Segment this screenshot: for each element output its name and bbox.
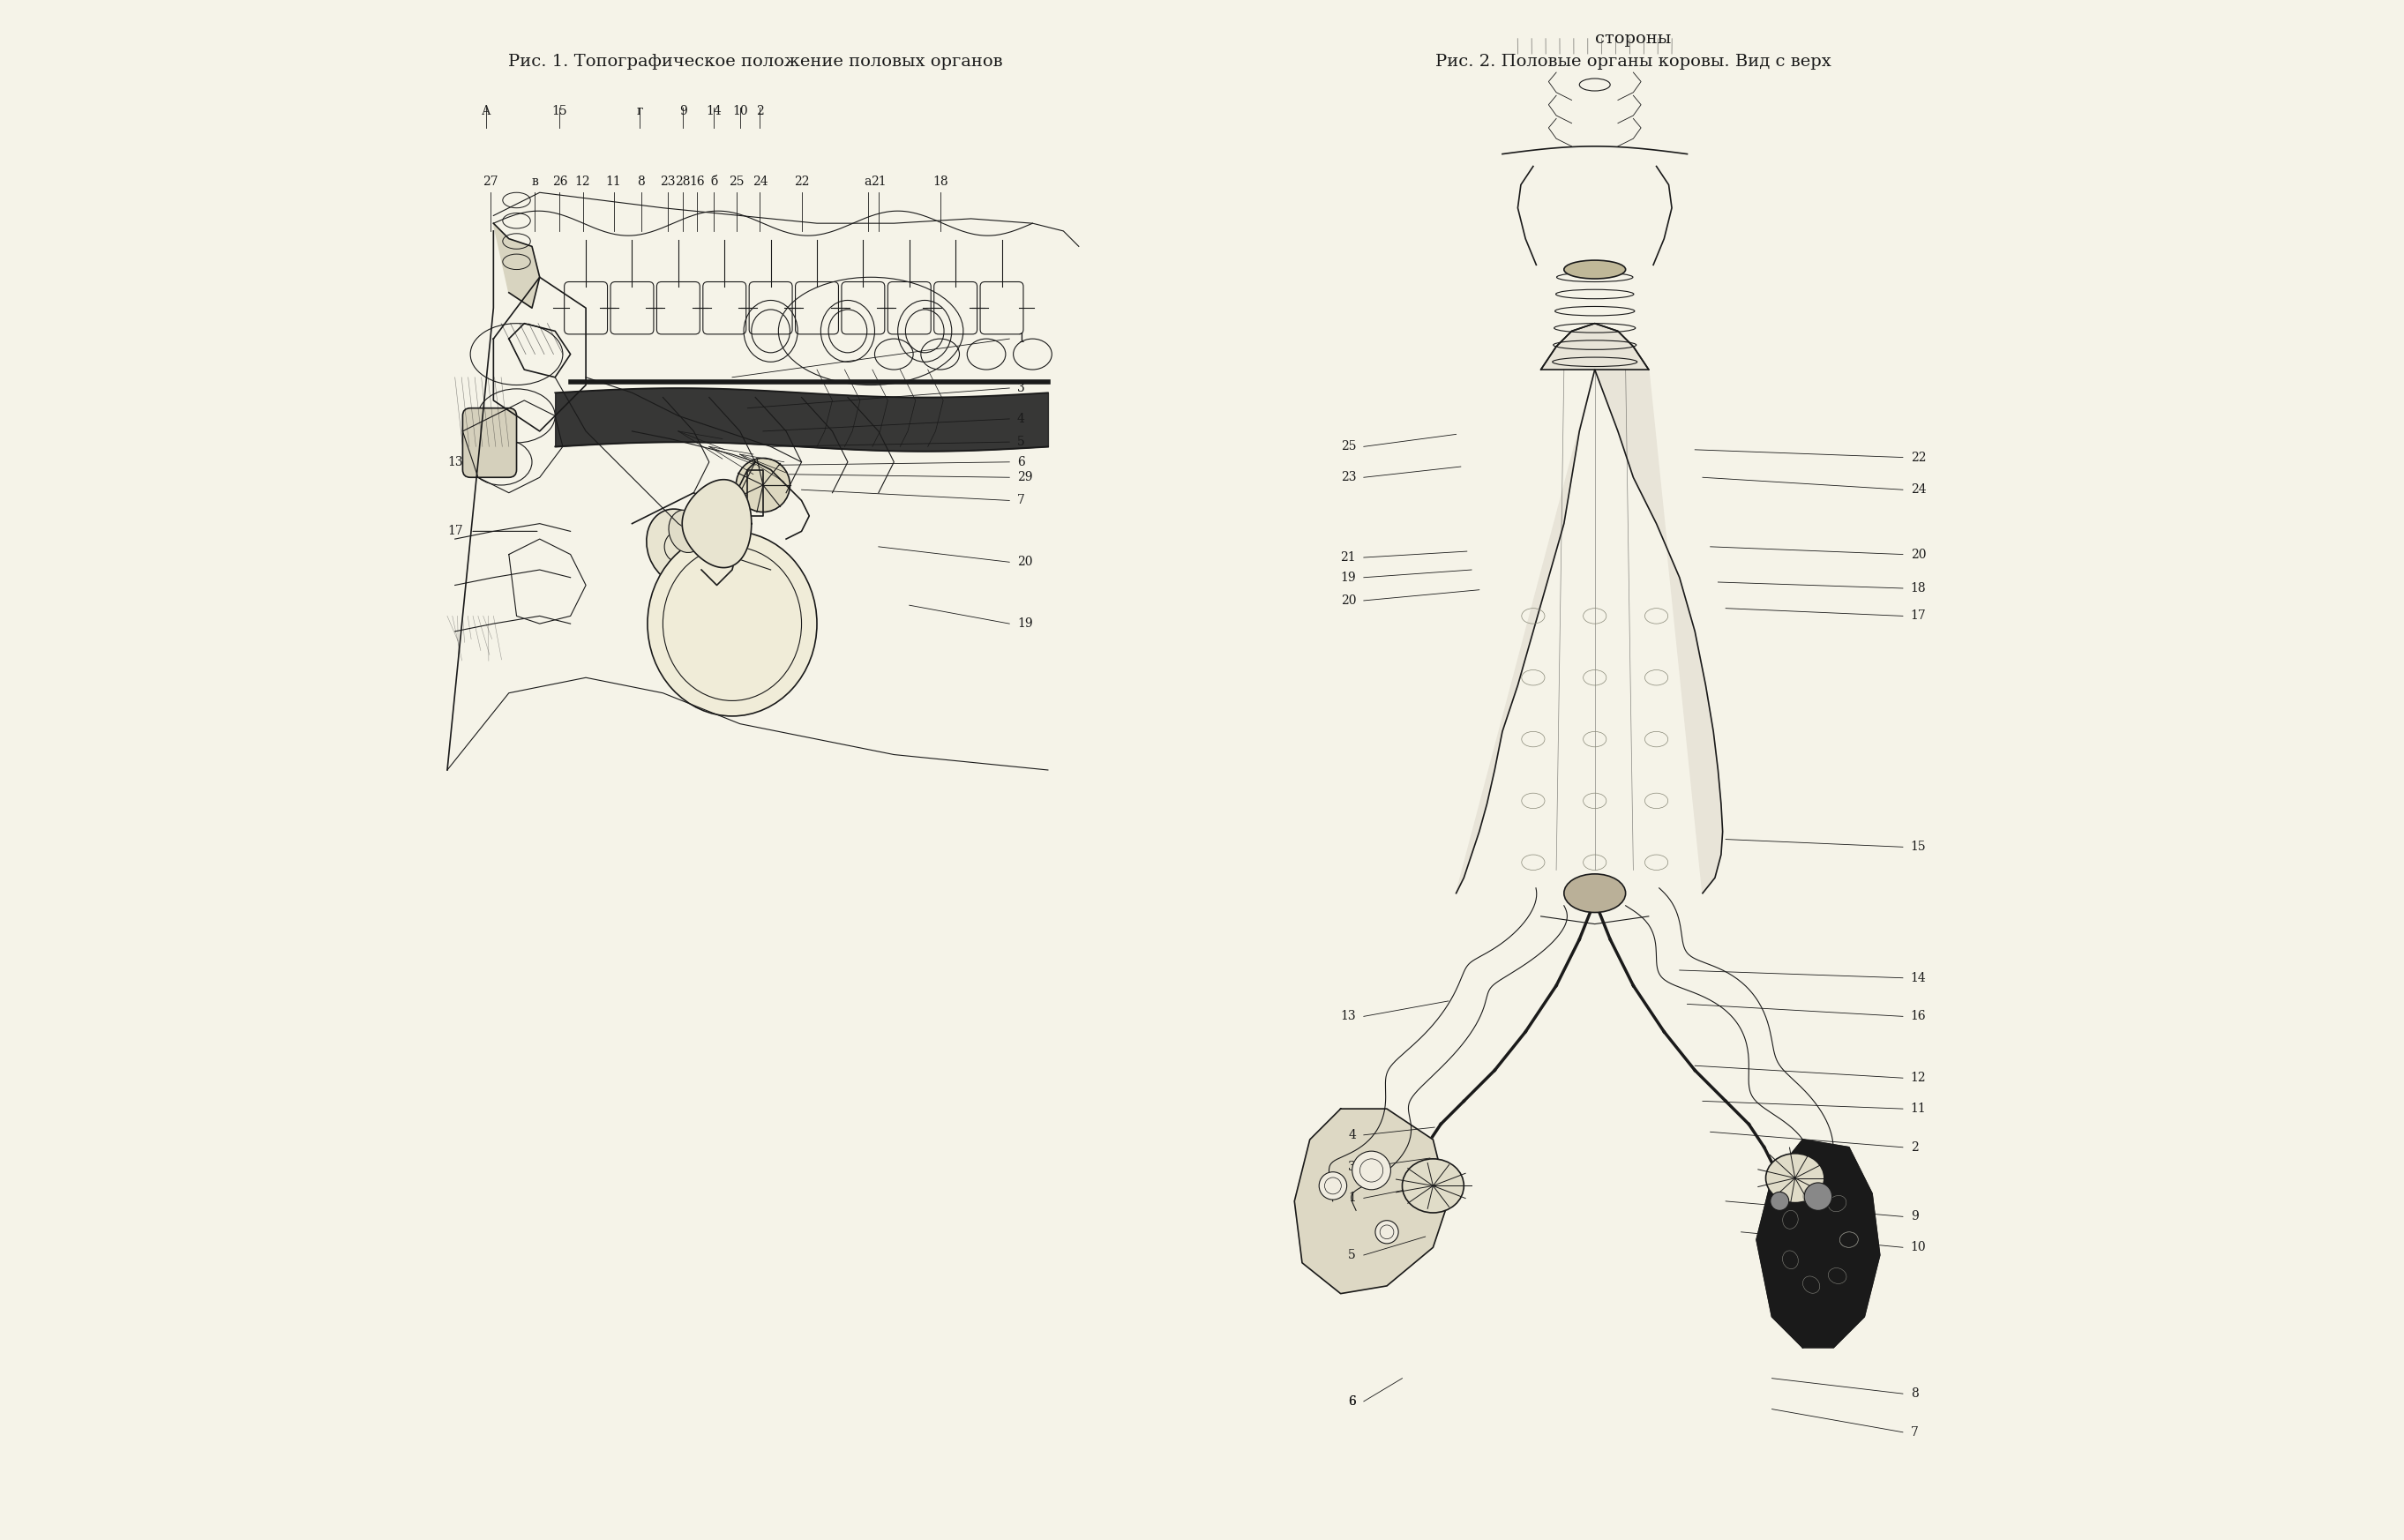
- Text: 21: 21: [870, 176, 887, 188]
- Text: 9: 9: [1911, 1210, 1918, 1223]
- Text: 8: 8: [637, 176, 644, 188]
- Ellipse shape: [1320, 1172, 1346, 1200]
- Text: б: б: [709, 176, 716, 188]
- Text: 5: 5: [1349, 1249, 1356, 1261]
- Text: 18: 18: [933, 176, 947, 188]
- Text: 2: 2: [757, 105, 764, 117]
- Text: 13: 13: [447, 456, 464, 468]
- Text: 25: 25: [728, 176, 745, 188]
- Text: Рис. 2. Половые органы коровы. Вид с верх: Рис. 2. Половые органы коровы. Вид с вер…: [1435, 54, 1832, 69]
- Ellipse shape: [647, 510, 709, 584]
- Text: 27: 27: [483, 176, 498, 188]
- Text: 12: 12: [1911, 1072, 1926, 1084]
- Text: 13: 13: [1341, 1010, 1356, 1023]
- Ellipse shape: [736, 459, 791, 511]
- Ellipse shape: [1565, 260, 1625, 279]
- Text: 19: 19: [1341, 571, 1356, 584]
- Text: 1: 1: [1017, 333, 1024, 345]
- Text: 16: 16: [690, 176, 704, 188]
- Text: 14: 14: [707, 105, 721, 117]
- Polygon shape: [683, 479, 752, 568]
- Text: 5: 5: [1017, 436, 1024, 448]
- Text: 3: 3: [1349, 1161, 1356, 1173]
- Text: 20: 20: [1341, 594, 1356, 607]
- Text: 10: 10: [1911, 1241, 1926, 1254]
- Text: 23: 23: [1341, 471, 1356, 484]
- Text: 24: 24: [752, 176, 767, 188]
- Text: 11: 11: [606, 176, 620, 188]
- Text: А: А: [481, 105, 490, 117]
- Polygon shape: [1457, 323, 1724, 893]
- Text: 28: 28: [676, 176, 690, 188]
- Text: г: г: [637, 105, 642, 117]
- Text: 6: 6: [1349, 1395, 1356, 1408]
- Text: 20: 20: [1911, 548, 1926, 561]
- Text: 4: 4: [1349, 1129, 1356, 1141]
- Text: 10: 10: [733, 105, 748, 117]
- Text: 22: 22: [793, 176, 810, 188]
- Ellipse shape: [1402, 1158, 1464, 1214]
- Text: a: a: [863, 176, 870, 188]
- Text: 6: 6: [1349, 1395, 1356, 1408]
- Text: 24: 24: [1911, 484, 1926, 496]
- FancyBboxPatch shape: [462, 408, 517, 477]
- Text: в: в: [531, 176, 538, 188]
- Text: 4: 4: [1017, 413, 1024, 425]
- Text: 20: 20: [1017, 556, 1034, 568]
- Ellipse shape: [1805, 1183, 1832, 1210]
- Text: 12: 12: [575, 176, 591, 188]
- Text: 23: 23: [659, 176, 676, 188]
- Text: 17: 17: [447, 525, 464, 537]
- Text: стороны: стороны: [1596, 31, 1671, 46]
- Text: 8: 8: [1911, 1388, 1918, 1400]
- Text: 14: 14: [1911, 972, 1926, 984]
- Ellipse shape: [668, 510, 704, 553]
- Polygon shape: [1757, 1140, 1880, 1348]
- Text: 7: 7: [1911, 1426, 1918, 1438]
- Text: 17: 17: [1911, 610, 1926, 622]
- Ellipse shape: [647, 531, 817, 716]
- Ellipse shape: [1769, 1192, 1789, 1210]
- Text: 15: 15: [553, 105, 567, 117]
- Ellipse shape: [1351, 1152, 1390, 1189]
- Text: Рис. 1. Топографическое положение половых органов: Рис. 1. Топографическое положение половы…: [507, 54, 1002, 69]
- Text: 1: 1: [1349, 1192, 1356, 1204]
- Text: 6: 6: [1017, 456, 1024, 468]
- Polygon shape: [1293, 1109, 1450, 1294]
- Text: 11: 11: [1911, 1103, 1926, 1115]
- Ellipse shape: [1767, 1153, 1825, 1203]
- Text: 22: 22: [1911, 451, 1926, 464]
- Ellipse shape: [1375, 1220, 1399, 1244]
- Ellipse shape: [1565, 875, 1625, 912]
- Text: 29: 29: [1017, 471, 1034, 484]
- Text: 3: 3: [1017, 382, 1024, 394]
- Text: 26: 26: [553, 176, 567, 188]
- Text: 21: 21: [1341, 551, 1356, 564]
- Polygon shape: [493, 223, 538, 308]
- Text: 2: 2: [1911, 1141, 1918, 1153]
- Text: 16: 16: [1911, 1010, 1926, 1023]
- Text: 19: 19: [1017, 618, 1034, 630]
- Text: 18: 18: [1911, 582, 1926, 594]
- Text: 15: 15: [1911, 841, 1926, 853]
- Text: 9: 9: [678, 105, 688, 117]
- Text: 7: 7: [1017, 494, 1024, 507]
- Text: 25: 25: [1341, 440, 1356, 453]
